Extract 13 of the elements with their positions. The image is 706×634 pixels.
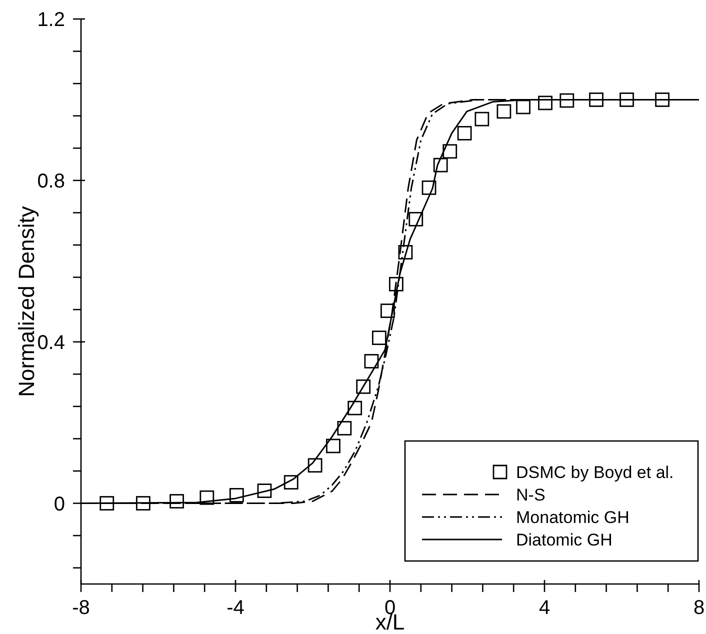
y-tick-label: 0.4 [37, 332, 65, 354]
y-tick-label: 0 [54, 493, 65, 516]
legend-label: DSMC by Boyd et al. [516, 463, 674, 482]
x-tick-label: -4 [226, 597, 244, 619]
x-tick-label: -8 [72, 597, 90, 619]
x-tick-label: 4 [538, 597, 550, 619]
y-tick-label: 1.2 [37, 9, 65, 31]
legend-label: N-S [516, 486, 546, 504]
legend-label: Diatomic GH [516, 530, 612, 550]
legend-label: Monatomic GH [516, 508, 630, 527]
y-tick-label: 0.8 [37, 170, 65, 192]
x-tick-label: 8 [693, 597, 705, 619]
y-axis-title: Normalized Density [14, 206, 39, 397]
